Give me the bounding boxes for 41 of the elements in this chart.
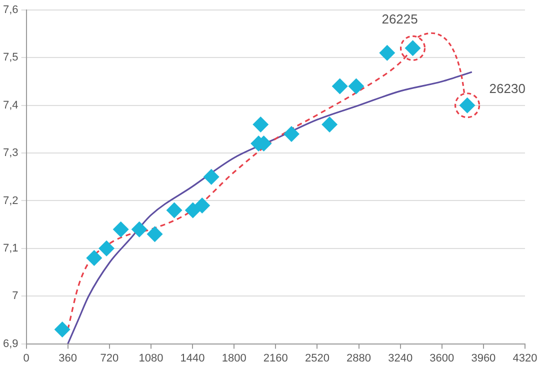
point — [131, 221, 148, 238]
x-tick-label: 1800 — [222, 352, 246, 364]
point — [400, 35, 426, 61]
x-tick-label: 3600 — [430, 352, 454, 364]
point — [112, 221, 129, 238]
point — [283, 126, 300, 142]
line-series — [67, 71, 473, 344]
point — [252, 116, 269, 132]
point — [86, 250, 102, 266]
y-tick-label: 7,6 — [2, 4, 18, 16]
y-tick-label: 6,9 — [2, 338, 18, 350]
x-tick-label: 4320 — [512, 352, 538, 364]
x-tick-label: 360 — [58, 352, 78, 364]
point — [54, 321, 70, 338]
y-tick-label: 7,1 — [2, 242, 18, 254]
y-tick-label: 7,4 — [2, 99, 18, 112]
x-tick-label: 2160 — [263, 352, 288, 364]
annotation: 26230 — [489, 80, 526, 96]
y-tick-label: 7,2 — [2, 194, 18, 207]
x-tick-label: 1080 — [138, 352, 164, 364]
point — [146, 226, 163, 242]
point — [332, 78, 348, 94]
x-tick-label: 2520 — [304, 352, 330, 364]
x-tick-label: 0 — [23, 352, 30, 364]
point — [98, 240, 115, 256]
point — [203, 168, 220, 185]
y-tick-label: 7 — [12, 290, 18, 302]
x-tick-label: 3240 — [388, 352, 413, 364]
point — [322, 116, 338, 132]
x-tick-label: 1440 — [180, 352, 205, 364]
point — [194, 198, 210, 214]
annotation: 26225 — [382, 12, 418, 27]
x-tick-label: 2880 — [346, 352, 372, 364]
x-tick-label: 720 — [100, 352, 119, 364]
point — [166, 202, 182, 218]
y-tick-label: 7,3 — [2, 147, 18, 160]
point — [379, 44, 396, 61]
point — [184, 202, 201, 218]
y-tick-label: 7,5 — [2, 52, 18, 64]
point — [348, 78, 364, 94]
x-tick-label: 3960 — [471, 352, 496, 364]
